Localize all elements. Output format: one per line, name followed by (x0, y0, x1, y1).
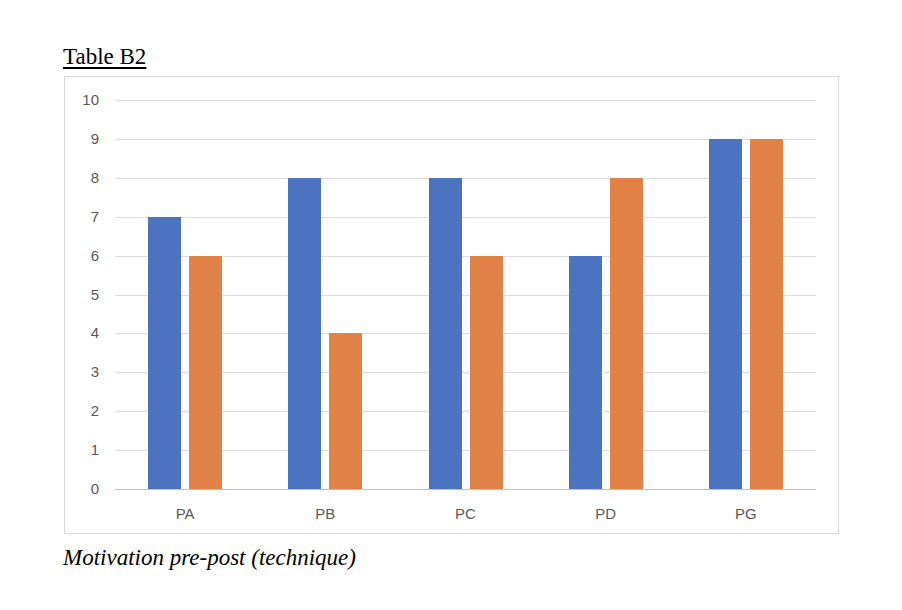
gridline (115, 100, 816, 101)
bar-pre (288, 178, 321, 489)
bar-post (610, 178, 643, 489)
y-tick-label: 2 (63, 402, 99, 420)
category-label: PA (145, 505, 225, 523)
y-tick-label: 7 (63, 208, 99, 226)
category-label: PC (426, 505, 506, 523)
y-tick-label: 4 (63, 324, 99, 342)
category-label: PB (285, 505, 365, 523)
bar-post (750, 139, 783, 489)
bar-post (470, 256, 503, 489)
chart-caption: Motivation pre-post (technique) (63, 545, 356, 571)
bar-pre (148, 217, 181, 489)
y-tick-label: 1 (63, 441, 99, 459)
y-tick-label: 9 (63, 130, 99, 148)
category-label: PG (706, 505, 786, 523)
y-tick-label: 10 (63, 91, 99, 109)
bar-post (329, 333, 362, 489)
category-label: PD (566, 505, 646, 523)
y-tick-label: 0 (63, 480, 99, 498)
y-tick-label: 3 (63, 363, 99, 381)
x-axis-line (115, 489, 816, 490)
bar-pre (429, 178, 462, 489)
bar-chart: 0 1 2 3 4 5 6 7 8 9 10 PA PB PC PD PG (64, 76, 839, 534)
bar-pre (709, 139, 742, 489)
y-tick-label: 8 (63, 169, 99, 187)
page: Table B2 0 1 2 3 4 5 6 7 8 9 10 PA PB PC PD PG Motivati… (0, 0, 902, 610)
bar-post (189, 256, 222, 489)
y-tick-label: 5 (63, 286, 99, 304)
bar-pre (569, 256, 602, 489)
y-tick-label: 6 (63, 247, 99, 265)
page-title: Table B2 (63, 44, 146, 70)
